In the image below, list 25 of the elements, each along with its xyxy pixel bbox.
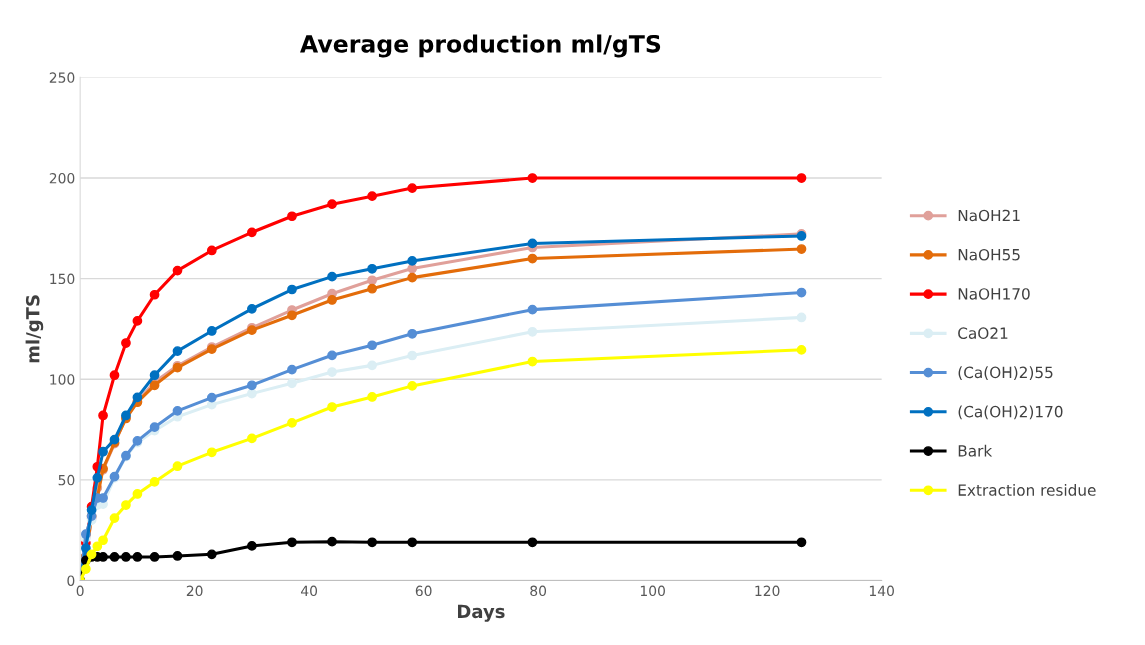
y-axis-title: ml/gTS [25,295,44,363]
x-tick-label: 60 [415,585,432,597]
legend-label: NaOH21 [958,209,1020,222]
legend-label: (Ca(OH)2)55 [958,366,1053,380]
x-tick-label: 120 [755,585,780,597]
x-tick-label: 80 [530,585,547,597]
x-tick-label: 40 [300,585,318,597]
chart-title: Average production ml/gTS [300,34,661,58]
legend-label: NaOH170 [958,288,1030,300]
x-tick-label: 0 [76,585,84,597]
y-tick-label: 200 [49,172,75,184]
y-tick-label: 0 [67,575,75,586]
y-tick-label: 250 [49,72,75,83]
legend-label: Bark [958,444,993,457]
y-tick-label: 100 [50,374,75,385]
legend-label: Extraction residue [958,484,1096,496]
y-tick-label: 50 [58,474,75,486]
x-axis-title: Days [458,604,505,622]
x-tick-label: 100 [640,585,665,597]
y-tick-label: 150 [50,273,75,285]
x-tick-label: 20 [186,585,203,597]
x-tick-label: 140 [869,585,894,597]
legend-label: (Ca(OH)2)170 [958,405,1063,420]
legend-label: CaO21 [958,327,1008,339]
legend-label: NaOH55 [958,248,1020,261]
